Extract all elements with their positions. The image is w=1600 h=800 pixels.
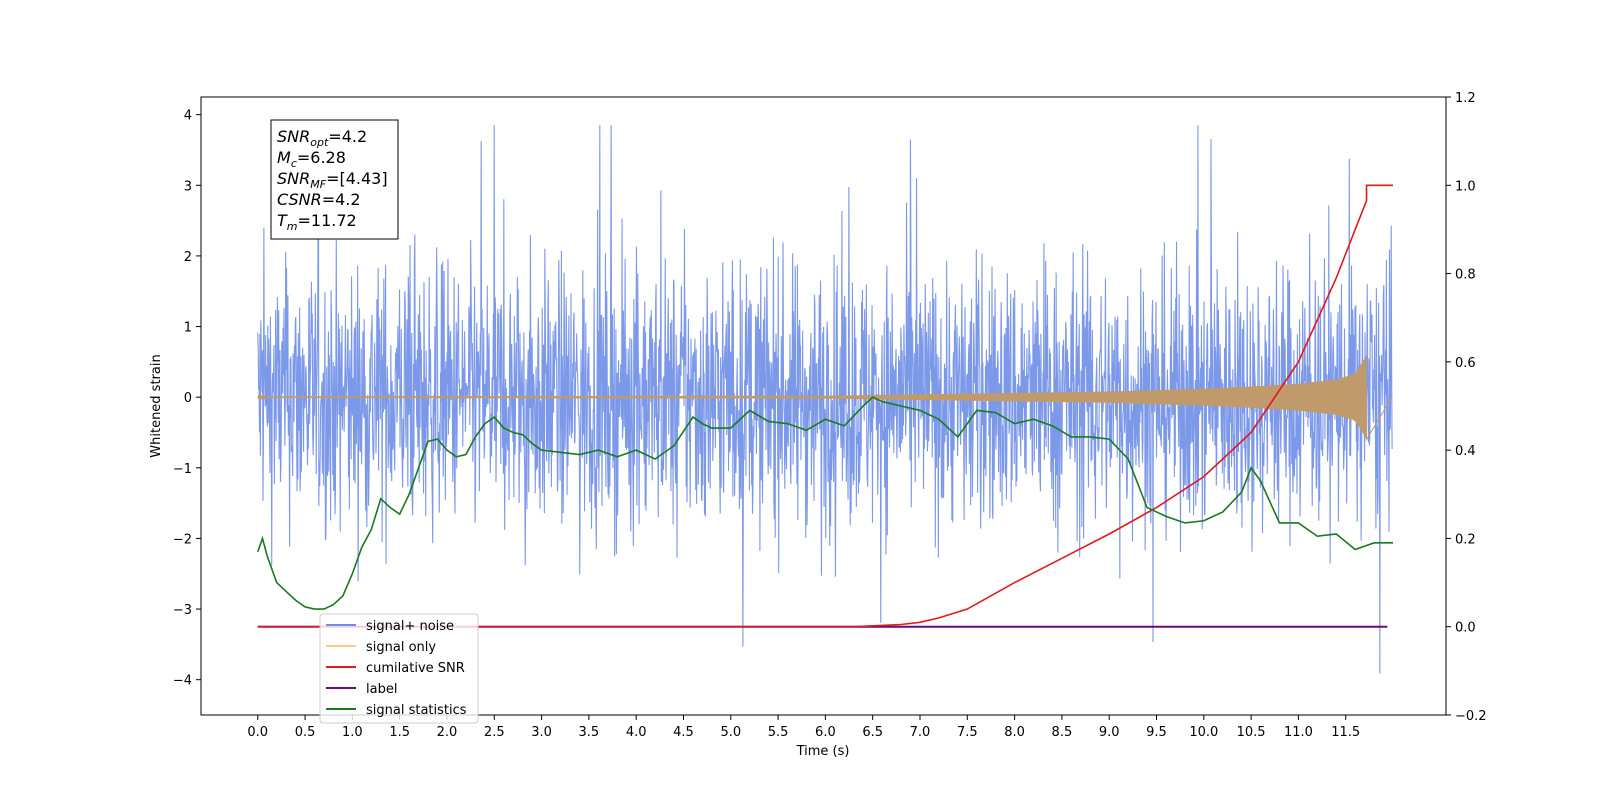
annotation-value: =[4.43] [326, 169, 388, 188]
y2-tick-label: 0.6 [1455, 356, 1476, 371]
legend: signal+ noise signal only cumilative SNR la… [319, 613, 479, 724]
annotation-line: CSNR=4.2 [277, 190, 361, 209]
x-tick-label: 1.0 [342, 725, 363, 740]
x-tick-label: 7.0 [910, 725, 931, 740]
y-tick-label: −4 [173, 674, 192, 689]
x-tick-label: 6.5 [862, 725, 883, 740]
x-tick-label: 2.5 [484, 725, 505, 740]
x-tick-label: 11.0 [1284, 725, 1313, 740]
series-signal-noise [257, 125, 1393, 674]
legend-label: cumilative SNR [366, 661, 465, 676]
y-tick-label: 2 [184, 250, 192, 265]
x-tick-label: 6.0 [815, 725, 836, 740]
x-tick-label: 10.0 [1189, 725, 1218, 740]
y2-tick-label: 0.4 [1455, 444, 1476, 459]
annotation-subscript: MF [310, 178, 326, 191]
legend-label: signal statistics [366, 703, 467, 718]
stats-annotation: SNRopt=4.2Mc=6.28SNRMF=[4.43]CSNR=4.2Tm=… [270, 119, 399, 240]
annotation-subscript: m [287, 220, 298, 233]
x-axis-ticks: 0.0 0.5 1.0 1.5 2.0 2.5 3.0 3.5 4.0 4.5 5.0 5.5 6.0 6… [247, 715, 1360, 740]
y-tick-label: 3 [184, 179, 192, 194]
series-signal-statistics [257, 396, 1394, 610]
annotation-symbol: CSNR [277, 190, 322, 209]
annotation-line: Mc=6.28 [277, 148, 346, 170]
legend-label: label [366, 682, 397, 697]
annotation-line: Tm=11.72 [277, 211, 357, 233]
annotation-value: =6.28 [297, 148, 346, 167]
x-tick-label: 5.0 [720, 725, 741, 740]
x-tick-label: 0.0 [247, 725, 268, 740]
annotation-subscript: c [291, 157, 297, 170]
annotation-subscript: opt [310, 136, 329, 149]
y-tick-label: −1 [173, 462, 192, 477]
y2-axis-ticks: 1.2 1.0 0.8 0.6 0.4 0.2 0.0 −0.2 [1446, 91, 1487, 724]
y-tick-label: 4 [184, 109, 192, 124]
annotation-frame [270, 119, 399, 240]
x-axis-label: Time (s) [796, 744, 850, 759]
y2-tick-label: 1.2 [1455, 91, 1476, 106]
y2-tick-label: 1.0 [1455, 179, 1476, 194]
series-cumulative-snr [257, 184, 1394, 628]
annotation-value: =4.2 [322, 190, 361, 209]
x-tick-label: 9.0 [1099, 725, 1120, 740]
y2-tick-label: 0.0 [1455, 621, 1476, 636]
x-tick-label: 10.5 [1237, 725, 1266, 740]
x-tick-label: 9.5 [1146, 725, 1167, 740]
annotation-value: =4.2 [328, 127, 367, 146]
x-tick-label: 3.0 [531, 725, 552, 740]
series-signal-only [257, 355, 1393, 442]
y-tick-label: 0 [184, 391, 192, 406]
x-tick-label: 1.5 [389, 725, 410, 740]
x-tick-label: 5.5 [768, 725, 789, 740]
legend-frame [319, 613, 479, 724]
legend-label: signal only [366, 640, 436, 655]
x-tick-label: 4.0 [626, 725, 647, 740]
y2-tick-label: 0.2 [1455, 532, 1476, 547]
x-tick-label: 3.5 [579, 725, 600, 740]
x-tick-label: 0.5 [295, 725, 316, 740]
y-tick-label: −3 [173, 603, 192, 618]
legend-label: signal+ noise [366, 619, 454, 634]
annotation-line: SNRMF=[4.43] [277, 169, 388, 191]
y-tick-label: 1 [184, 321, 192, 336]
x-tick-label: 7.5 [957, 725, 978, 740]
annotation-symbol: SNR [277, 127, 310, 146]
x-tick-label: 2.0 [437, 725, 458, 740]
annotation-symbol: T [277, 211, 288, 230]
annotation-value: =11.72 [298, 211, 357, 230]
annotation-symbol: M [277, 148, 291, 167]
x-tick-label: 4.5 [673, 725, 694, 740]
annotation-line: SNRopt=4.2 [277, 127, 367, 149]
y2-tick-label: −0.2 [1455, 709, 1487, 724]
y-axis-label: Whitened strain [149, 354, 164, 457]
x-tick-label: 11.5 [1331, 725, 1360, 740]
y-tick-label: −2 [173, 532, 192, 547]
annotation-symbol: SNR [277, 169, 310, 188]
y-axis-ticks: 4 3 2 1 0 −1 −2 −3 −4 [173, 109, 201, 689]
x-tick-label: 8.0 [1004, 725, 1025, 740]
x-tick-label: 8.5 [1052, 725, 1073, 740]
axes-frame [200, 96, 1447, 716]
y2-tick-label: 0.8 [1455, 268, 1476, 283]
